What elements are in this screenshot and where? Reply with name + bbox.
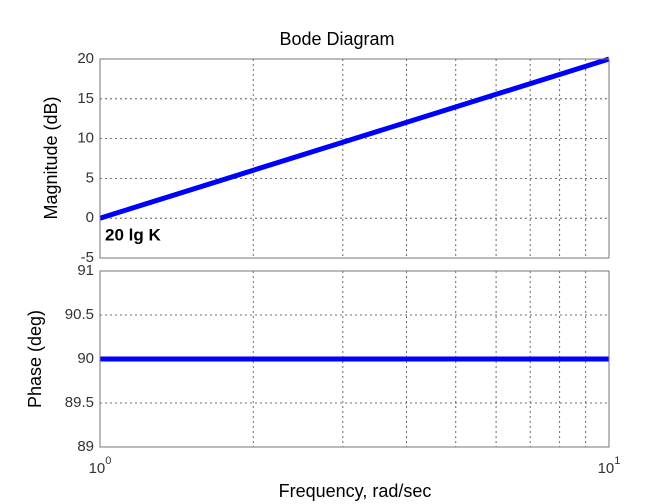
y-axis-label: Magnitude (dB) — [41, 96, 61, 219]
y-tick-label: 5 — [86, 169, 94, 186]
annotation: 20 lg K — [105, 225, 161, 244]
y-tick-label: 89 — [77, 438, 94, 455]
y-tick-label: -5 — [81, 249, 94, 266]
x-tick-base: 10 — [89, 460, 106, 477]
y-tick-label: 15 — [77, 90, 94, 107]
y-tick-label: 0 — [86, 209, 94, 226]
plot-area — [100, 59, 609, 258]
y-tick-label: 89.5 — [65, 394, 94, 411]
y-tick-label: 20 — [77, 50, 94, 67]
x-tick-label: 101 — [598, 455, 621, 477]
y-tick-label: 90.5 — [65, 306, 94, 323]
x-tick-base: 10 — [598, 460, 615, 477]
x-tick-exponent: 1 — [614, 455, 620, 467]
y-tick-label: 10 — [77, 130, 94, 147]
axes-frame — [99, 270, 610, 448]
x-axis-label: Frequency, rad/sec — [279, 481, 432, 501]
y-axis-label: Phase (deg) — [25, 310, 45, 408]
chart-title: Bode Diagram — [279, 29, 394, 49]
axes-frame — [99, 58, 610, 259]
data-line — [99, 56, 610, 221]
y-tick-label: 91 — [77, 262, 94, 279]
y-tick-label: 90 — [77, 350, 94, 367]
x-tick-label: 100 — [89, 455, 112, 477]
x-tick-exponent: 0 — [105, 455, 111, 467]
